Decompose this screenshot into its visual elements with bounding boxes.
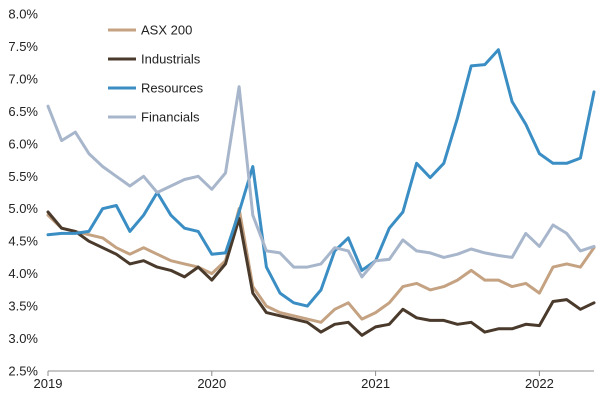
series-line-resources — [46, 48, 596, 308]
y-tick-label: 4.0% — [8, 266, 38, 281]
x-axis-ticks: 2019 2020 2021 2022 — [34, 371, 554, 391]
legend: ASX 200 Industrials Resources Financials — [108, 23, 204, 125]
y-tick-label: 5.5% — [8, 169, 38, 184]
y-tick-label: 7.5% — [8, 39, 38, 54]
x-tick-label: 2019 — [34, 376, 63, 391]
y-tick-label: 5.0% — [8, 201, 38, 216]
y-tick-label: 6.5% — [8, 104, 38, 119]
series-line-financials — [46, 85, 596, 279]
y-tick-label: 2.5% — [8, 364, 38, 379]
legend-label-industrials: Industrials — [141, 52, 201, 67]
y-tick-label: 6.0% — [8, 136, 38, 151]
y-tick-label: 8.0% — [8, 7, 38, 22]
y-axis-ticks: 2.5% 3.0% 3.5% 4.0% 4.5% 5.0% 5.5% 6.0% 6.5% 7.0%… — [8, 7, 38, 379]
y-tick-label: 3.0% — [8, 331, 38, 346]
series-line-industrials — [46, 210, 596, 337]
x-tick-label: 2020 — [197, 376, 226, 391]
y-tick-label: 4.5% — [8, 234, 38, 249]
legend-label-resources: Resources — [141, 81, 204, 96]
x-tick-label: 2021 — [361, 376, 390, 391]
series-lines — [46, 48, 596, 337]
x-tick-label: 2022 — [525, 376, 554, 391]
y-tick-label: 7.0% — [8, 71, 38, 86]
legend-label-asx-200: ASX 200 — [141, 23, 192, 38]
series-line-asx-200 — [46, 207, 596, 324]
y-tick-label: 3.5% — [8, 299, 38, 314]
legend-label-financials: Financials — [141, 110, 200, 125]
